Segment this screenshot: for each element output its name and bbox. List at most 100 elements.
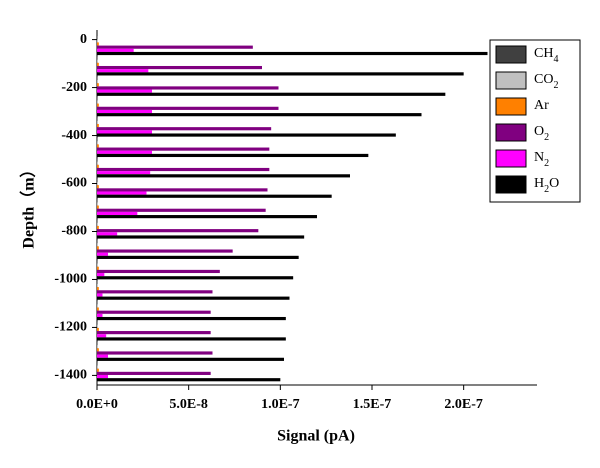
bar (97, 357, 284, 361)
bar (97, 167, 270, 172)
bar (97, 316, 286, 321)
bar (97, 188, 268, 192)
bar (97, 80, 98, 84)
bar (97, 222, 98, 226)
bar (97, 205, 99, 209)
bar (97, 334, 107, 338)
bar (97, 194, 332, 198)
bar (97, 211, 138, 216)
y-tick-label: -600 (61, 176, 87, 191)
bar (97, 83, 99, 87)
bar (97, 331, 211, 335)
bar (97, 266, 99, 270)
bar (97, 161, 98, 165)
bar (97, 365, 98, 369)
bar (97, 354, 108, 358)
bar (97, 232, 118, 236)
bar (97, 304, 98, 308)
bar (97, 290, 213, 294)
bar (97, 246, 99, 250)
bar (97, 100, 98, 104)
bar (97, 324, 98, 328)
bar (97, 147, 270, 151)
legend-swatch (495, 71, 527, 90)
bar (97, 229, 259, 233)
bar (97, 127, 272, 131)
bar (97, 42, 99, 46)
bar (97, 62, 99, 66)
bar (97, 133, 396, 137)
bar (97, 327, 99, 332)
bar (97, 208, 266, 212)
y-tick-label: -1000 (54, 272, 87, 287)
bar (97, 171, 151, 175)
bar (97, 141, 98, 145)
legend-label: Ar (534, 98, 549, 113)
legend-swatch (495, 97, 527, 116)
bar (97, 109, 152, 114)
bar (97, 252, 108, 256)
bar (97, 310, 211, 314)
bar (97, 130, 152, 134)
bar (97, 103, 99, 107)
bar (97, 378, 281, 382)
bar (97, 276, 294, 280)
bar (97, 191, 147, 195)
legend-label: CH4 (534, 46, 558, 65)
bar (97, 120, 98, 124)
bar (97, 144, 99, 148)
y-axis-title: Depth（m） (20, 161, 38, 248)
y-tick-label: 0 (80, 32, 87, 47)
y-tick-label: -1200 (54, 320, 87, 335)
bar (97, 123, 99, 128)
legend-swatch (495, 175, 527, 194)
bar (97, 181, 98, 186)
x-tick-label: 5.0E-8 (169, 397, 208, 412)
bar (97, 59, 98, 63)
legend-swatch (495, 149, 527, 168)
bar (97, 255, 299, 259)
bar (97, 39, 98, 43)
bar (97, 348, 99, 352)
bar (97, 283, 98, 288)
legend-label: H2O (534, 176, 559, 195)
legend-label: N2 (534, 150, 549, 169)
bar (97, 65, 262, 70)
bar (97, 202, 98, 206)
bar (97, 269, 220, 274)
bar (97, 225, 99, 230)
bar (97, 263, 98, 267)
bar (97, 72, 464, 76)
y-tick-label: -400 (61, 128, 87, 143)
bar (97, 374, 108, 379)
bar (97, 249, 233, 253)
bar (97, 287, 99, 291)
y-tick-label: -200 (61, 80, 87, 95)
bar (97, 235, 305, 239)
x-tick-label: 1.0E-7 (261, 397, 300, 412)
bar (97, 106, 279, 110)
x-axis-title: Signal (pA) (277, 428, 355, 445)
bar (97, 243, 98, 247)
y-tick-label: -800 (61, 224, 87, 239)
bar (97, 150, 152, 154)
legend-box (489, 39, 581, 203)
bar (97, 86, 279, 90)
bar (97, 113, 422, 117)
bar (97, 174, 350, 178)
bar (97, 45, 253, 49)
x-tick-label: 1.5E-7 (353, 397, 392, 412)
legend-swatch (495, 123, 527, 142)
bar (97, 337, 286, 341)
legend-label: CO2 (534, 72, 558, 91)
legend-swatch (495, 45, 527, 64)
x-tick-label: 0.0E+0 (76, 397, 118, 412)
bar (97, 371, 211, 375)
bar (97, 293, 103, 297)
legend: CH4 CO2 Ar O2 N2 H2O (489, 39, 581, 203)
bar (97, 185, 99, 189)
bar (97, 345, 98, 349)
bar (97, 69, 149, 73)
bar (97, 51, 488, 56)
